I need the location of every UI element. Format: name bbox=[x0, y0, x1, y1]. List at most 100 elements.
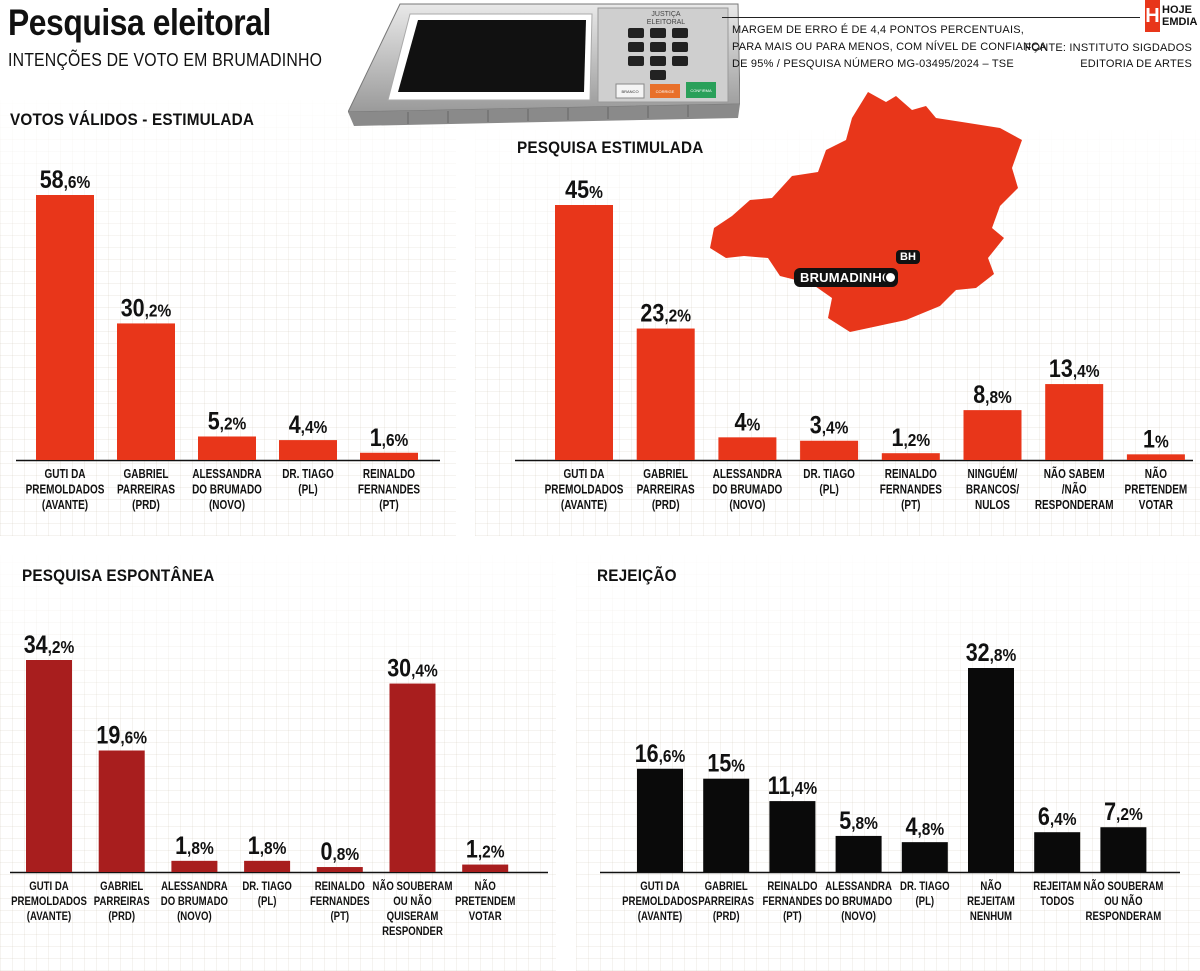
category-label-rejeicao-1-1: PARREIRAS bbox=[698, 895, 754, 908]
bar-estimulada-3 bbox=[800, 440, 859, 460]
value-label-suffix: ,4% bbox=[1073, 361, 1100, 381]
value-label-estimulada-1: 23,2% bbox=[640, 299, 691, 327]
value-label-int: 58 bbox=[40, 165, 64, 193]
category-label-espontanea-0-1: PREMOLDADOS bbox=[11, 895, 87, 908]
category-label-espontanea-4-1: FERNANDES bbox=[310, 895, 370, 908]
map-city-marker bbox=[884, 271, 897, 284]
value-label-int: 6 bbox=[1038, 803, 1050, 831]
urna-button-branco bbox=[615, 83, 645, 99]
value-label-suffix: ,4% bbox=[1050, 809, 1077, 829]
category-label-validos-0-2: (AVANTE) bbox=[42, 499, 88, 512]
logo-text-line-2: EMDIA bbox=[1162, 16, 1198, 28]
category-label-validos-1-1: PARREIRAS bbox=[117, 484, 175, 497]
category-label-estimulada-6-2: RESPONDERAM bbox=[1035, 499, 1114, 512]
value-label-suffix: ,2% bbox=[145, 300, 172, 320]
value-label-int: 1 bbox=[1143, 425, 1155, 453]
value-label-int: 32 bbox=[966, 638, 990, 666]
category-label-validos-3-1: (PL) bbox=[298, 484, 318, 497]
value-label-espontanea-1: 19,6% bbox=[96, 721, 147, 749]
chart-espontanea: 34,2%GUTI DAPREMOLDADOS(AVANTE)19,6%GABR… bbox=[10, 630, 548, 938]
category-label-estimulada-4-0: REINALDO bbox=[885, 468, 937, 481]
category-label-rejeicao-2-1: FERNANDES bbox=[763, 895, 823, 908]
source-line-2: EDITORIA DE ARTES bbox=[1080, 58, 1192, 70]
value-label-suffix: ,4% bbox=[822, 418, 849, 438]
value-label-suffix: ,8% bbox=[917, 819, 944, 839]
value-label-estimulada-5: 8,8% bbox=[973, 381, 1012, 409]
category-label-rejeicao-1-0: GABRIEL bbox=[705, 880, 748, 893]
bar-espontanea-5 bbox=[389, 683, 436, 872]
value-label-int: 45 bbox=[565, 175, 589, 203]
value-label-validos-4: 1,6% bbox=[370, 423, 409, 451]
urna-button-confirma bbox=[686, 82, 716, 98]
minas-gerais-map bbox=[710, 92, 1022, 332]
value-label-suffix: % bbox=[589, 182, 603, 202]
value-label-rejeicao-7: 7,2% bbox=[1104, 798, 1143, 826]
bar-rejeicao-1 bbox=[703, 778, 750, 872]
value-label-suffix: ,2% bbox=[478, 841, 505, 861]
value-label-rejeicao-4: 4,8% bbox=[906, 813, 945, 841]
chart-validos: 58,6%GUTI DAPREMOLDADOS(AVANTE)30,2%GABR… bbox=[16, 165, 440, 512]
bar-validos-4 bbox=[360, 452, 418, 460]
value-label-estimulada-7: 1% bbox=[1143, 425, 1169, 453]
value-label-estimulada-6: 13,4% bbox=[1049, 355, 1100, 383]
category-label-estimulada-6-0: NÃO SABEM bbox=[1044, 467, 1105, 481]
category-label-espontanea-5-2: QUISERAM bbox=[387, 910, 439, 923]
bar-espontanea-1 bbox=[98, 750, 145, 872]
value-label-suffix: ,6% bbox=[64, 172, 91, 192]
bar-rejeicao-3 bbox=[835, 835, 882, 872]
value-label-int: 5 bbox=[839, 806, 851, 834]
value-label-rejeicao-1: 15% bbox=[707, 749, 745, 777]
logo-text-line-1: HOJE bbox=[1162, 4, 1192, 16]
urna-button-corrige bbox=[650, 84, 680, 98]
value-label-int: 1 bbox=[175, 831, 187, 859]
category-label-estimulada-4-2: (PT) bbox=[901, 499, 921, 512]
bar-rejeicao-7 bbox=[1100, 827, 1147, 872]
urna-button-corrige-label: CORRIGE bbox=[656, 89, 675, 94]
category-label-rejeicao-0-1: PREMOLDADOS bbox=[622, 895, 698, 908]
category-label-validos-3-0: DR. TIAGO bbox=[282, 468, 334, 481]
brand-logo: H HOJE EMDIA bbox=[1145, 0, 1197, 32]
value-label-espontanea-6: 1,2% bbox=[466, 835, 505, 863]
value-label-int: 13 bbox=[1049, 355, 1073, 383]
category-label-espontanea-0-2: (AVANTE) bbox=[27, 910, 72, 923]
category-label-espontanea-1-1: PARREIRAS bbox=[94, 895, 150, 908]
bar-estimulada-4 bbox=[881, 453, 940, 460]
bar-validos-2 bbox=[198, 436, 256, 460]
value-label-suffix: ,6% bbox=[120, 727, 147, 747]
panel-rejeicao bbox=[576, 555, 1200, 971]
value-label-int: 34 bbox=[24, 630, 48, 658]
category-label-rejeicao-5-2: NENHUM bbox=[970, 910, 1012, 923]
state-shape bbox=[710, 92, 1022, 332]
category-label-estimulada-4-1: FERNANDES bbox=[880, 484, 943, 497]
value-label-int: 1 bbox=[466, 835, 478, 863]
category-label-espontanea-3-0: DR. TIAGO bbox=[242, 880, 292, 893]
urna-keypad bbox=[628, 28, 688, 80]
value-label-int: 15 bbox=[707, 749, 731, 777]
category-label-validos-0-1: PREMOLDADOS bbox=[26, 484, 105, 497]
value-label-rejeicao-0: 16,6% bbox=[635, 739, 686, 767]
category-label-validos-0-0: GUTI DA bbox=[44, 468, 85, 481]
value-label-suffix: % bbox=[1155, 431, 1169, 451]
page-subtitle: INTENÇÕES DE VOTO EM BRUMADINHO bbox=[8, 50, 323, 70]
value-label-suffix: ,4% bbox=[411, 660, 438, 680]
value-label-suffix: ,2% bbox=[664, 305, 691, 325]
category-label-estimulada-0-1: PREMOLDADOS bbox=[545, 484, 624, 497]
category-label-validos-4-2: (PT) bbox=[379, 499, 399, 512]
bar-validos-3 bbox=[279, 440, 337, 460]
chart-estimulada: 45%GUTI DAPREMOLDADOS(AVANTE)23,2%GABRIE… bbox=[515, 175, 1193, 512]
category-label-espontanea-2-0: ALESSANDRA bbox=[161, 880, 228, 893]
category-label-rejeicao-0-2: (AVANTE) bbox=[638, 910, 683, 923]
value-label-suffix: ,6% bbox=[382, 430, 409, 450]
value-label-suffix: ,8% bbox=[985, 387, 1012, 407]
value-label-validos-3: 4,4% bbox=[289, 411, 328, 439]
category-label-espontanea-5-1: OU NÃO bbox=[393, 894, 431, 908]
value-label-suffix: ,8% bbox=[187, 838, 214, 858]
category-label-rejeicao-0-0: GUTI DA bbox=[640, 880, 680, 893]
value-label-int: 5 bbox=[208, 407, 220, 435]
value-label-validos-0: 58,6% bbox=[40, 165, 91, 193]
value-label-int: 30 bbox=[121, 294, 145, 322]
title-estimulada: PESQUISA ESTIMULADA bbox=[517, 138, 704, 157]
value-label-int: 16 bbox=[635, 739, 659, 767]
value-label-int: 8 bbox=[973, 381, 985, 409]
value-label-estimulada-4: 1,2% bbox=[892, 424, 931, 452]
